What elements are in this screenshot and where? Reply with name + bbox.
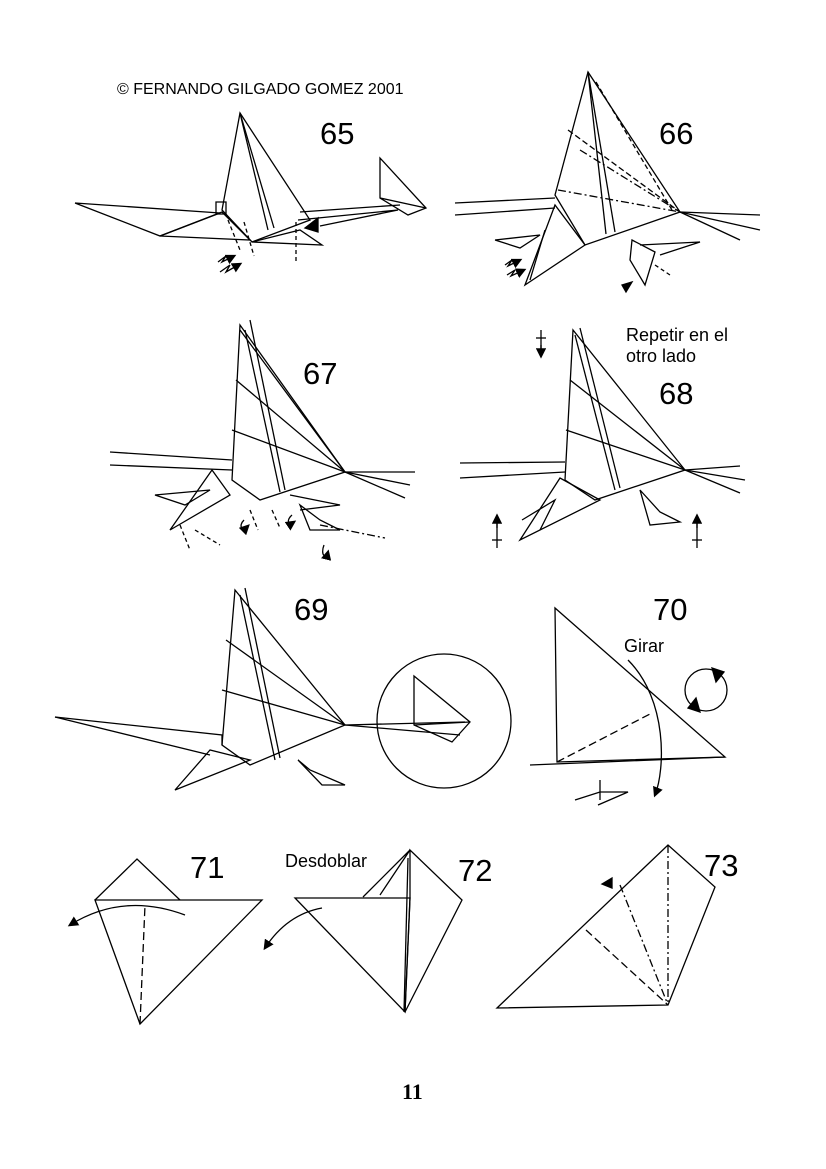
copyright-notice: © FERNANDO GILGADO GOMEZ 2001 — [117, 81, 404, 98]
diagram-step-71 — [67, 858, 264, 1026]
step-number-67: 67 — [303, 356, 338, 391]
diagram-step-70 — [529, 606, 728, 806]
step-number-70: 70 — [653, 592, 688, 627]
diagram-step-72 — [263, 848, 463, 1014]
diagram-step-67 — [109, 319, 415, 561]
step-number-69: 69 — [294, 592, 329, 627]
step-number-72: 72 — [458, 853, 493, 888]
step-number-68: 68 — [659, 376, 694, 411]
diagram-step-65 — [74, 111, 428, 274]
step-number-71: 71 — [190, 850, 225, 885]
diagram-step-69 — [54, 587, 512, 791]
step-note-72: Desdoblar — [285, 851, 368, 871]
diagram-step-66 — [454, 70, 761, 294]
step-number-66: 66 — [659, 116, 694, 151]
diagram-step-73 — [495, 844, 716, 1009]
step-number-65: 65 — [320, 116, 355, 151]
step-note-70: Girar — [624, 636, 664, 656]
page-number: 11 — [402, 1079, 423, 1104]
step-number-73: 73 — [704, 848, 739, 883]
diagram-step-68 — [459, 327, 746, 548]
step-note-68: Repetir en el otro lado — [626, 325, 729, 366]
